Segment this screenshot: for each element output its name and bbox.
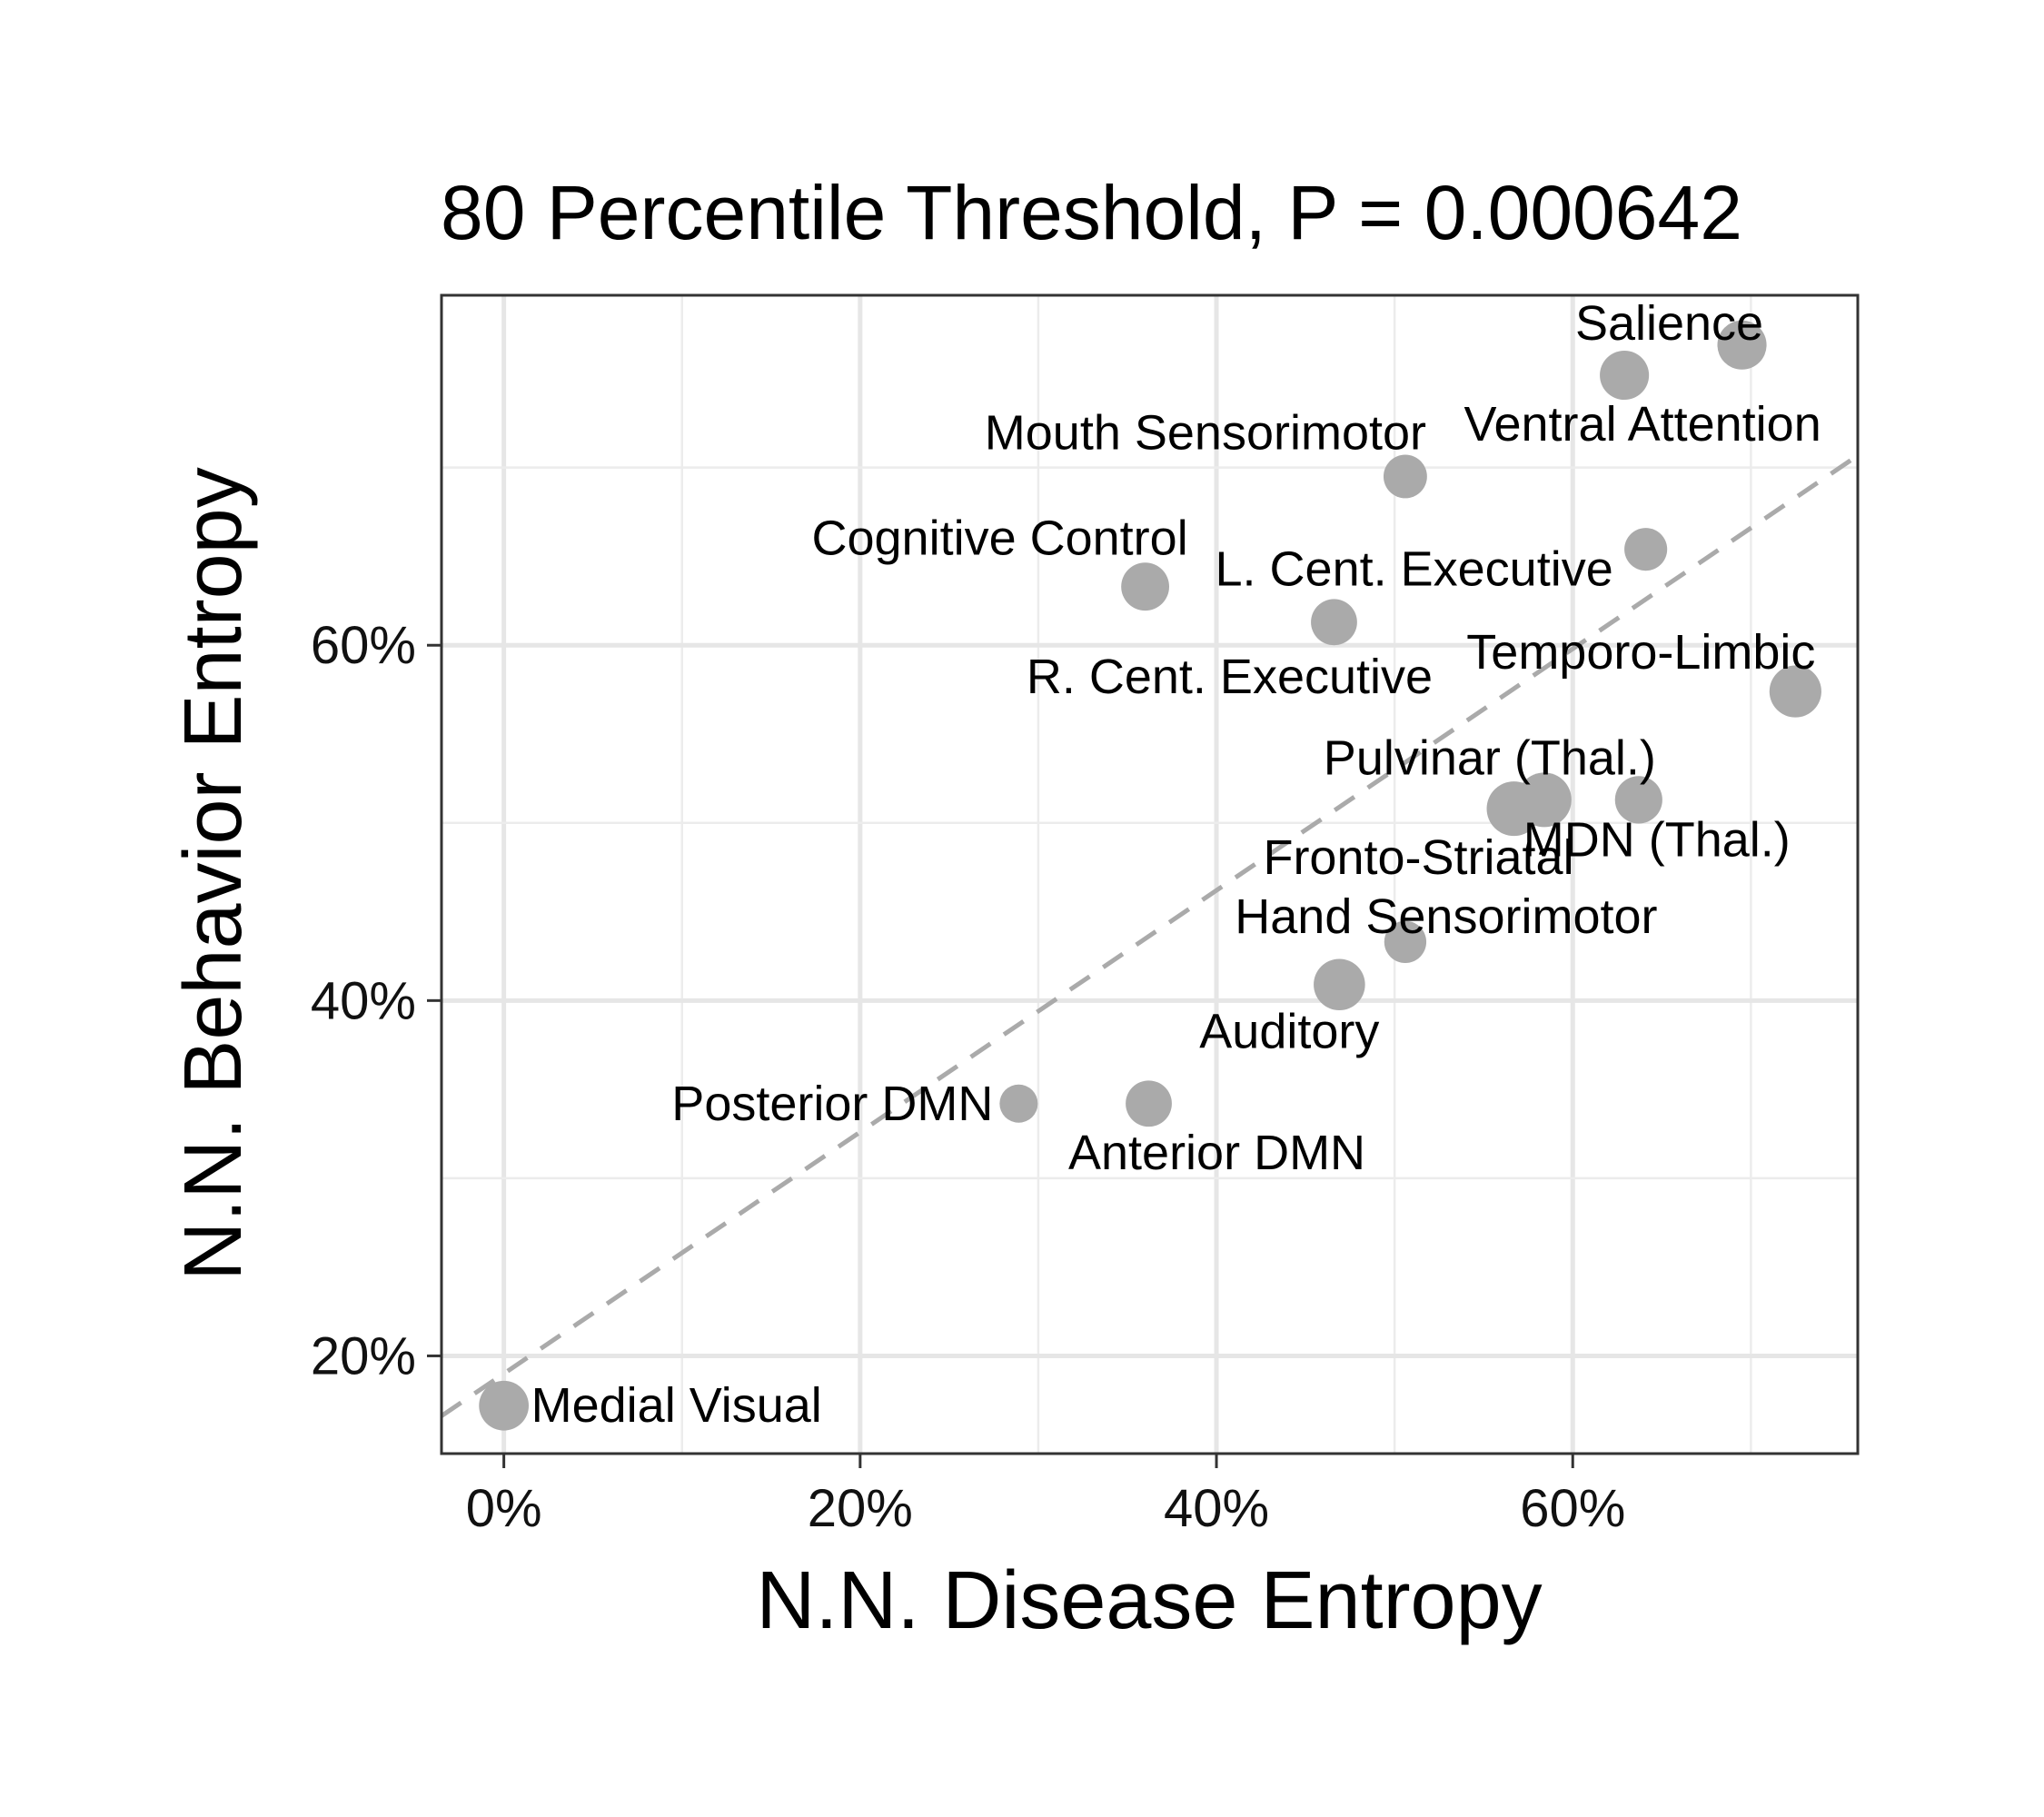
data-point <box>1126 1080 1172 1127</box>
point-label: Posterior DMN <box>671 1077 993 1131</box>
data-point <box>1314 958 1365 1011</box>
plot-panel-border <box>440 293 1860 1455</box>
x-tick-label: 40% <box>1164 1479 1269 1538</box>
point-label: Fronto-Striatal <box>1263 830 1573 885</box>
point-label: L. Cent. Executive <box>1215 542 1613 597</box>
point-label: Anterior DMN <box>1068 1126 1365 1180</box>
chart-title: 80 Percentile Threshold, P = 0.000642 <box>441 170 1742 255</box>
x-tick-label: 60% <box>1520 1479 1625 1538</box>
y-tick-label: 20% <box>311 1326 416 1385</box>
points-layer <box>479 320 1821 1431</box>
point-label: Temporo-Limbic <box>1466 625 1815 680</box>
point-label: Medial Visual <box>531 1378 822 1433</box>
point-label: Salience <box>1575 296 1763 351</box>
data-point <box>1311 599 1357 646</box>
y-tick-label: 60% <box>311 616 416 675</box>
grid <box>442 295 1858 1454</box>
point-label: R. Cent. Executive <box>1027 650 1433 704</box>
y-axis-title: N.N. Behavior Entropy <box>168 467 259 1280</box>
x-tick-label: 20% <box>808 1479 913 1538</box>
fit-line <box>440 453 1860 1418</box>
data-point <box>1600 350 1650 401</box>
point-label: MDN (Thal.) <box>1523 812 1791 867</box>
data-point <box>1383 454 1427 499</box>
point-label: Hand Sensorimotor <box>1235 889 1657 944</box>
point-label: Auditory <box>1199 1005 1379 1059</box>
point-label: Cognitive Control <box>811 511 1187 566</box>
data-point <box>1486 781 1542 837</box>
x-tick-label: 0% <box>466 1479 542 1538</box>
data-point <box>1717 320 1767 370</box>
axis-ticks: 0% 20% 40% 60% 20% 40% 60% <box>311 616 1625 1538</box>
point-label: Mouth Sensorimotor <box>985 405 1426 460</box>
data-point <box>999 1084 1038 1123</box>
data-point <box>1121 562 1170 611</box>
y-tick-label: 40% <box>311 971 416 1030</box>
point-labels-layer: Salience Ventral Attention Mouth Sensorimo… <box>531 296 1821 1433</box>
data-point <box>1769 665 1821 718</box>
point-label: Ventral Attention <box>1464 397 1821 452</box>
data-point <box>1614 776 1662 824</box>
data-point <box>479 1380 530 1431</box>
data-point <box>1384 920 1427 963</box>
x-axis-title: N.N. Disease Entropy <box>756 1555 1542 1646</box>
point-label: Pulvinar (Thal.) <box>1324 730 1656 785</box>
data-point <box>1624 528 1668 571</box>
